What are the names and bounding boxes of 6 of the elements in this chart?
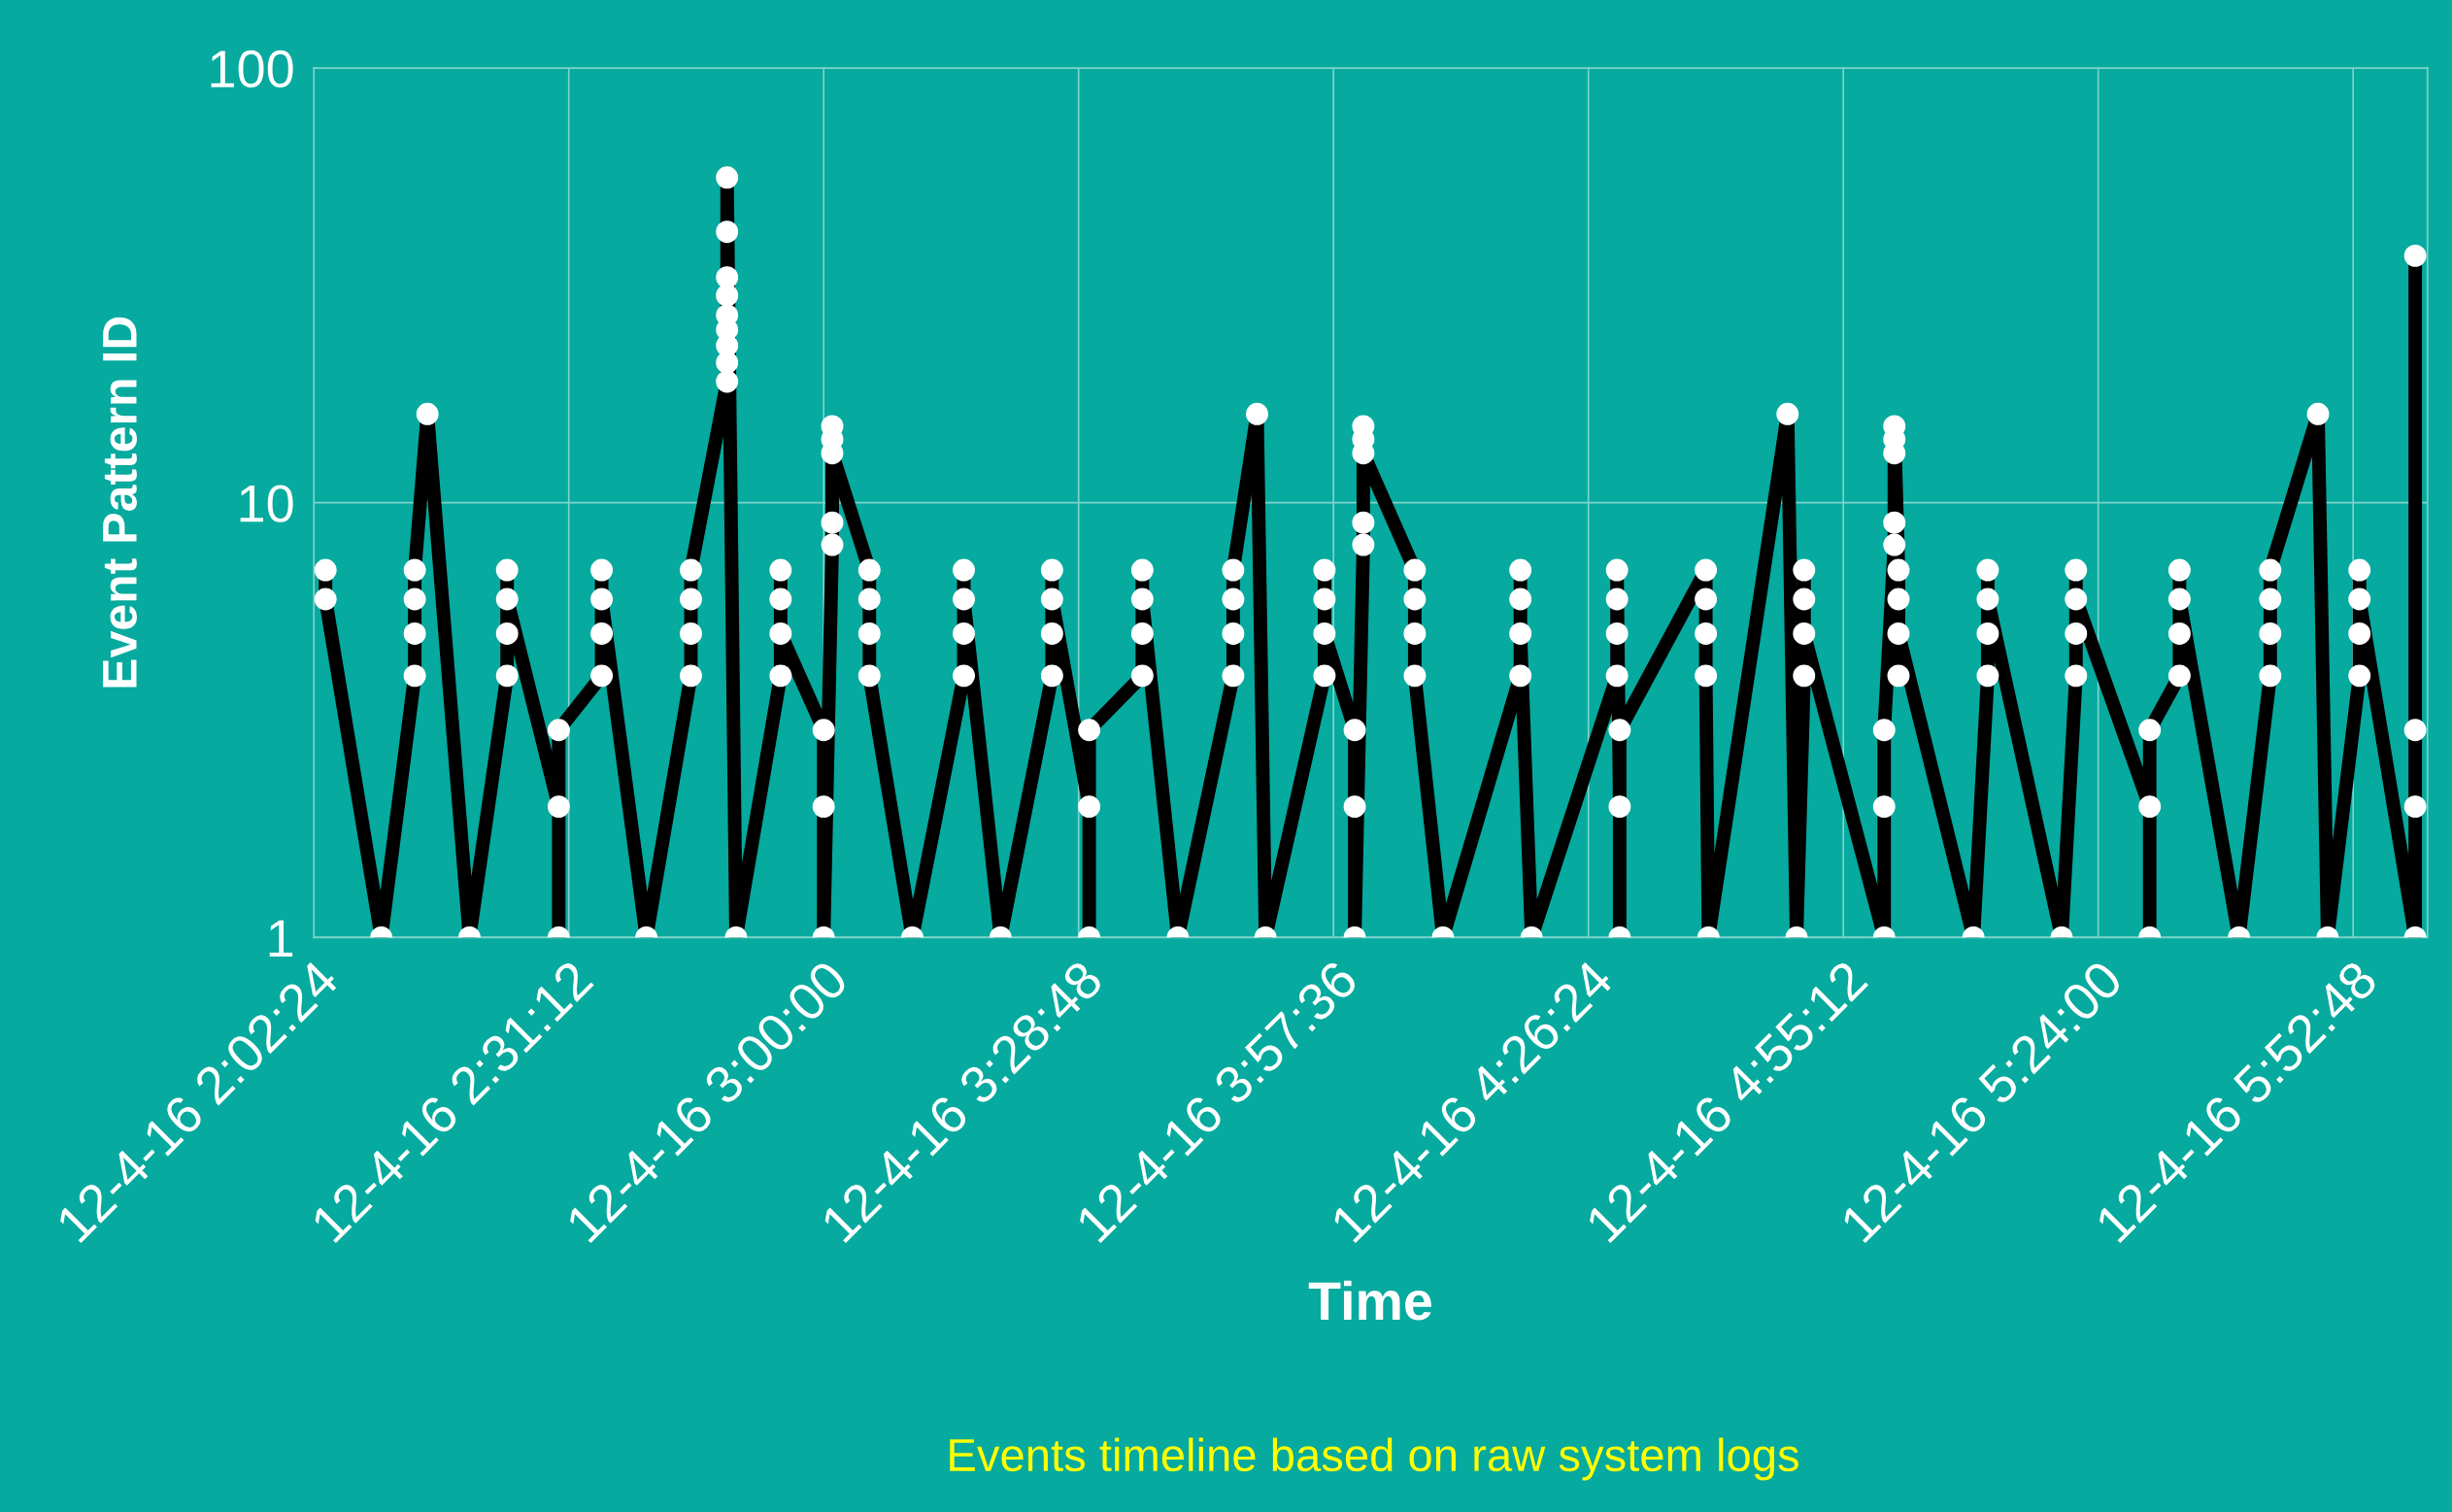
text: Events timeline based on raw system logs xyxy=(950,1437,1798,1481)
y-axis-title: Event Pattern ID xyxy=(103,317,138,688)
x-axis-title: Time xyxy=(1308,1280,1431,1321)
y-tick-label: 1 xyxy=(269,920,293,957)
y-tick-label: 10 xyxy=(240,485,293,522)
y-tick-label: 100 xyxy=(211,50,293,88)
